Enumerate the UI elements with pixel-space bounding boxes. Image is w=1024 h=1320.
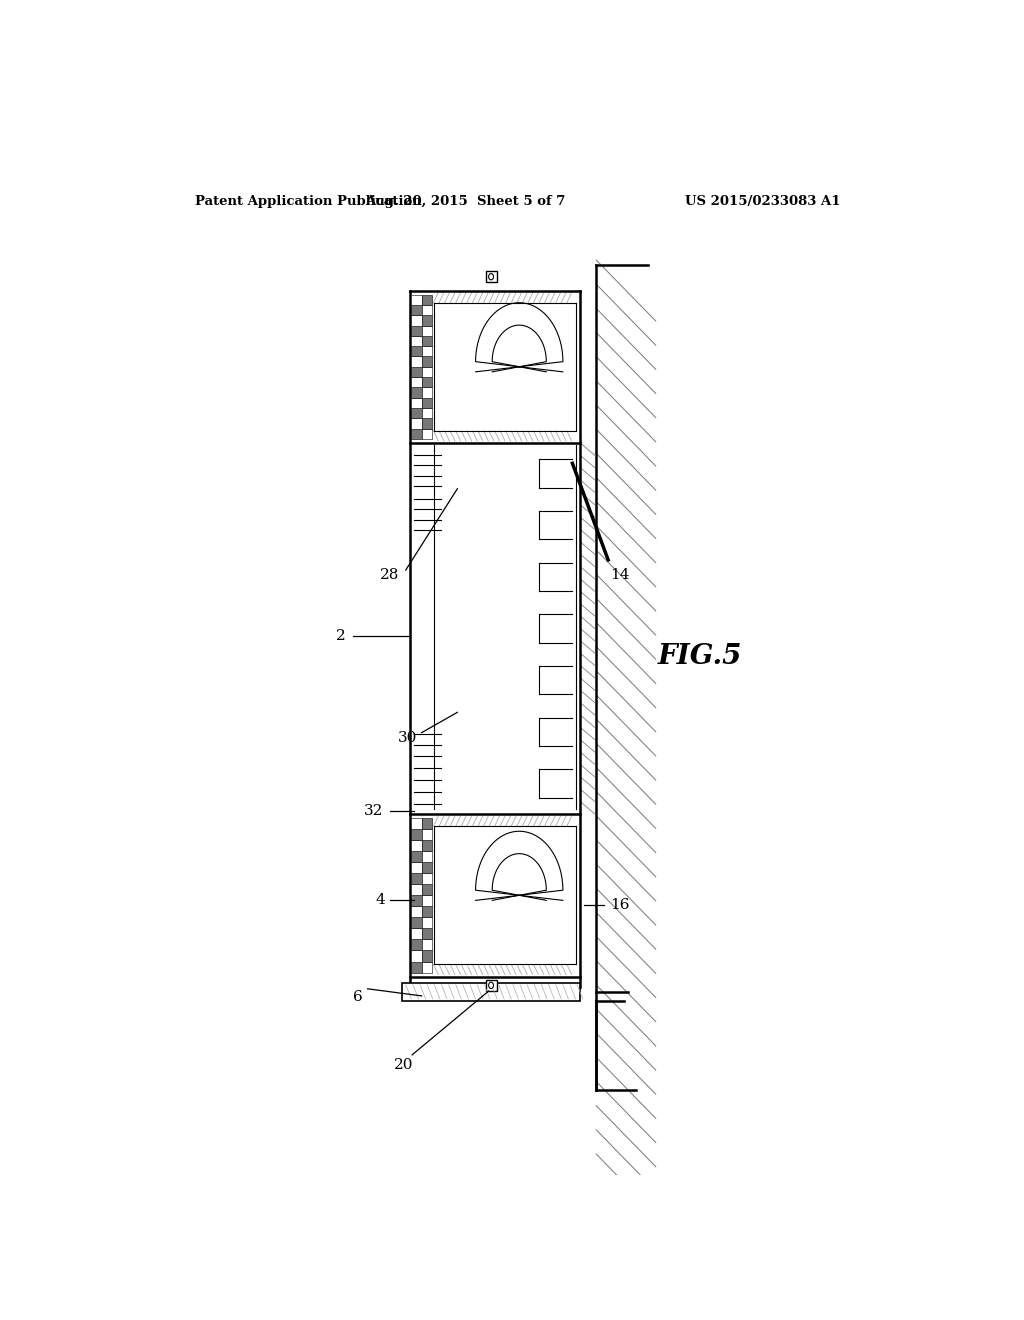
Bar [422, 895, 432, 907]
Bar [422, 851, 432, 862]
Text: 6: 6 [353, 990, 364, 1005]
Bar [412, 335, 422, 346]
Bar [422, 874, 432, 884]
Bar [412, 862, 422, 874]
Text: 20: 20 [394, 1059, 414, 1072]
Bar [401, 982, 581, 1001]
Bar [412, 895, 422, 907]
Text: 14: 14 [610, 568, 630, 582]
Bar [422, 335, 432, 346]
Bar [412, 387, 422, 397]
Bar [422, 928, 432, 940]
Bar [422, 387, 432, 397]
Bar [412, 356, 422, 367]
Bar [422, 940, 432, 950]
Text: Patent Application Publication: Patent Application Publication [196, 194, 422, 207]
Bar [412, 326, 422, 335]
Bar [422, 315, 432, 326]
Bar [422, 305, 432, 315]
Bar [422, 884, 432, 895]
Text: 2: 2 [336, 630, 345, 643]
Bar [412, 874, 422, 884]
Text: 32: 32 [365, 804, 384, 818]
Bar [485, 979, 497, 991]
Bar [412, 940, 422, 950]
Bar [412, 418, 422, 429]
Text: 16: 16 [610, 899, 630, 912]
Bar [412, 950, 422, 961]
Bar [422, 408, 432, 418]
Bar [422, 378, 432, 387]
Bar [422, 818, 432, 829]
Text: Aug. 20, 2015  Sheet 5 of 7: Aug. 20, 2015 Sheet 5 of 7 [366, 194, 565, 207]
Bar [412, 840, 422, 851]
Bar [422, 961, 432, 973]
Bar [412, 367, 422, 378]
Text: 28: 28 [380, 568, 399, 582]
Bar [412, 907, 422, 917]
Bar [412, 818, 422, 829]
Bar [412, 346, 422, 356]
Bar [422, 418, 432, 429]
Bar [422, 356, 432, 367]
Bar [422, 829, 432, 840]
Bar [422, 294, 432, 305]
Circle shape [488, 982, 494, 989]
Bar [412, 378, 422, 387]
Bar [422, 367, 432, 378]
Bar [422, 840, 432, 851]
Text: 30: 30 [397, 731, 417, 744]
Bar [422, 917, 432, 928]
Bar [412, 928, 422, 940]
Bar [422, 907, 432, 917]
Text: US 2015/0233083 A1: US 2015/0233083 A1 [685, 194, 841, 207]
Bar [412, 884, 422, 895]
Bar [412, 315, 422, 326]
Text: 4: 4 [376, 894, 385, 907]
Bar [422, 397, 432, 408]
Bar [422, 346, 432, 356]
Bar [412, 408, 422, 418]
Bar [412, 294, 422, 305]
Bar [412, 851, 422, 862]
Bar [412, 829, 422, 840]
Bar [422, 862, 432, 874]
Bar [412, 397, 422, 408]
Text: FIG.5: FIG.5 [657, 643, 741, 671]
Bar [412, 305, 422, 315]
Bar [422, 429, 432, 440]
Bar [422, 326, 432, 335]
Circle shape [488, 273, 494, 280]
Bar [412, 917, 422, 928]
Bar [412, 961, 422, 973]
Bar [412, 429, 422, 440]
Bar [485, 271, 497, 282]
Bar [422, 950, 432, 961]
